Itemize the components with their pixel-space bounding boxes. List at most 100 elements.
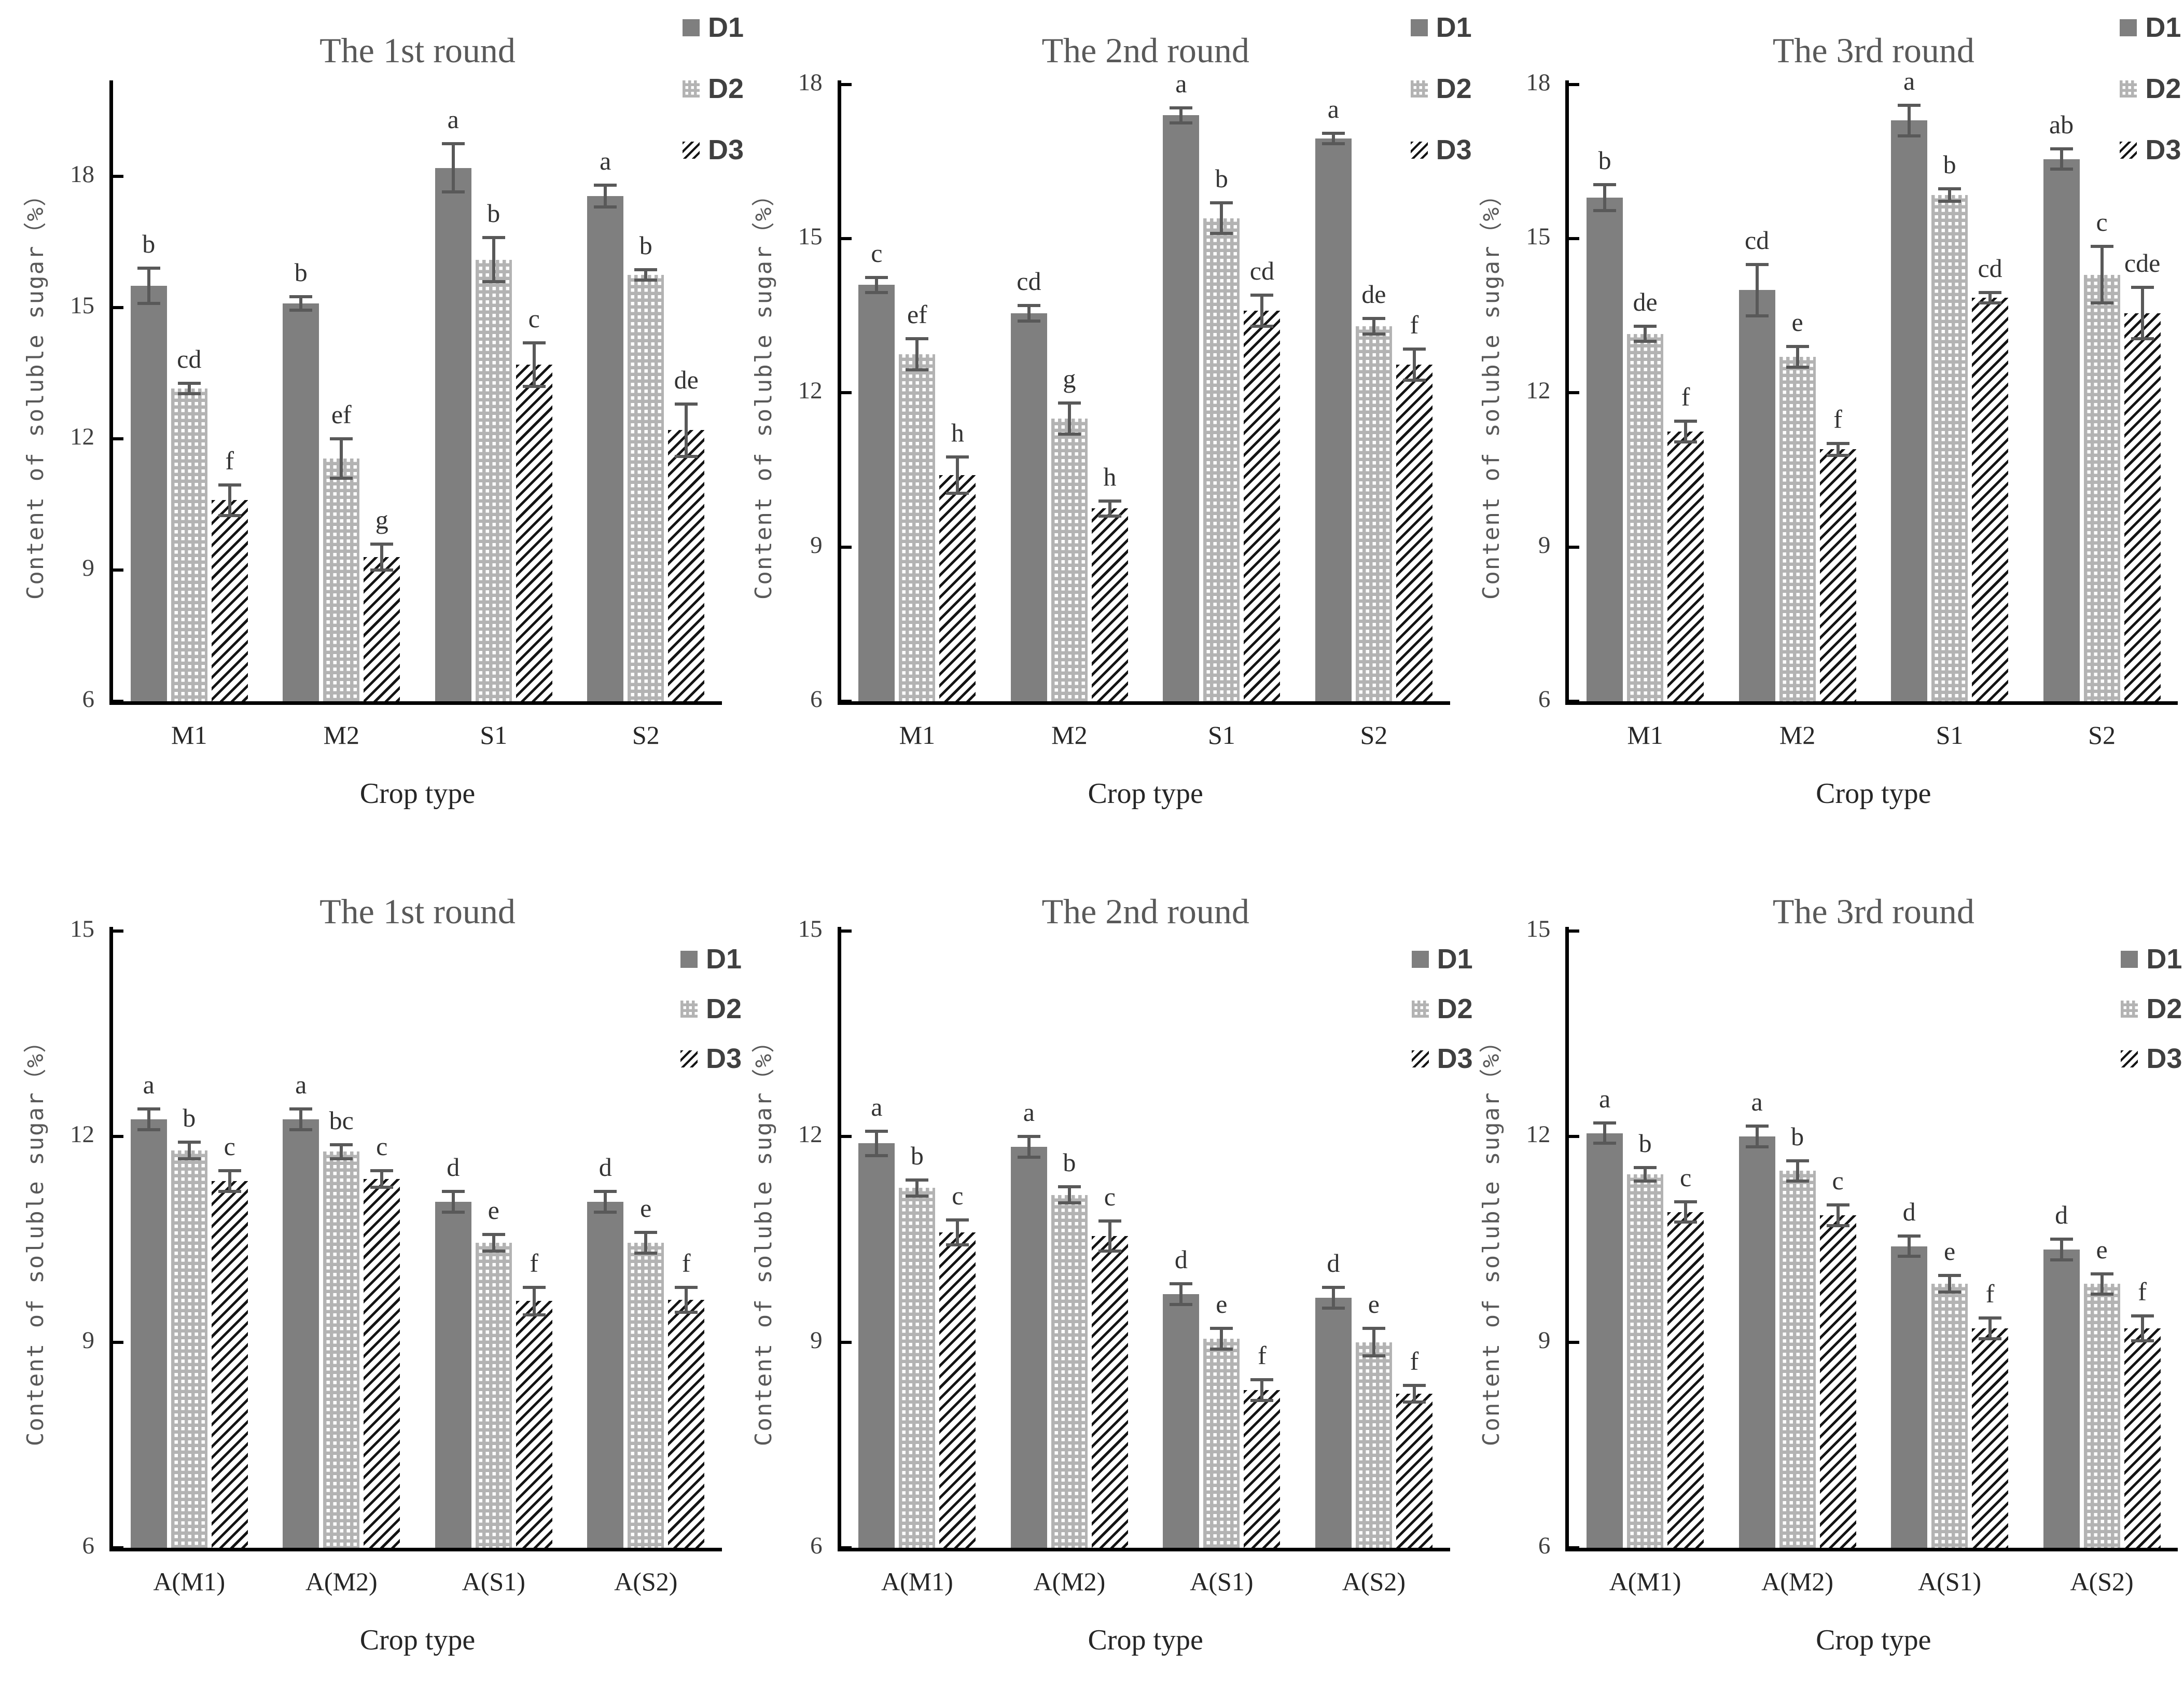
y-axis-label: Content of soluble sugar（%） [750, 182, 777, 600]
sig-letter: d [599, 1152, 612, 1182]
sig-letter: c [528, 303, 540, 333]
sig-letter: ab [2049, 109, 2074, 139]
sig-letter: a [600, 146, 611, 176]
bar-d2 [1779, 1171, 1816, 1548]
error-bar-line [1603, 1122, 1607, 1144]
sig-letter: f [1985, 1279, 1995, 1309]
legend-swatch-d3 [683, 141, 700, 159]
y-tick [113, 1135, 123, 1139]
error-bar-line [340, 439, 343, 479]
error-bar-cap-top [482, 1233, 505, 1237]
bar-d3 [2124, 1328, 2161, 1548]
error-bar-cap-top [1979, 291, 2002, 295]
x-category-label: A(M2) [1033, 1567, 1106, 1596]
x-axis-label: Crop type [359, 1624, 476, 1656]
error-bar-cap-top [1362, 316, 1385, 320]
bar-d3 [516, 1301, 552, 1548]
x-category-label: A(S2) [614, 1567, 678, 1596]
sig-letter: d [1174, 1245, 1188, 1274]
y-tick [841, 391, 852, 395]
legend-label: D2 [2146, 993, 2182, 1024]
error-bar-cap-bottom [1210, 232, 1233, 235]
error-bar-line [956, 1220, 959, 1245]
legend-swatch-d1 [1410, 19, 1428, 36]
error-bar-line [1755, 264, 1759, 316]
bar-d1 [130, 286, 167, 701]
x-category-label: S2 [632, 720, 660, 750]
legend-label: D1 [708, 12, 744, 43]
error-bar-cap-top [1745, 1125, 1769, 1128]
error-bar-line [1603, 185, 1607, 211]
bar-d2 [475, 1243, 512, 1548]
legend-item: D2 [683, 73, 744, 105]
error-bar-line [1260, 1380, 1264, 1400]
bar-d3 [1819, 449, 1856, 701]
error-bar-line [1067, 1186, 1071, 1203]
x-category-label: M1 [899, 720, 936, 750]
error-bar-line [644, 270, 648, 281]
sig-letter: a [447, 105, 459, 134]
bar-d2 [1931, 195, 1968, 701]
error-bar-cap-bottom [1017, 1155, 1040, 1159]
x-category-label: A(S2) [2070, 1567, 2134, 1596]
x-category-label: M1 [1627, 720, 1663, 750]
sig-letter: a [1598, 1084, 1611, 1113]
bar-d1 [435, 168, 471, 701]
y-tick-label: 9 [810, 1326, 823, 1354]
error-bar-cap-top [865, 1129, 888, 1133]
error-bar-cap-top [482, 236, 505, 240]
error-bar-cap-bottom [2131, 1339, 2154, 1342]
sig-letter: e [1216, 1289, 1228, 1319]
error-bar-cap-top [289, 1107, 313, 1111]
error-bar-cap-top [1250, 294, 1274, 297]
y-tick [113, 1546, 123, 1549]
error-bar-cap-bottom [1938, 1290, 1962, 1294]
sig-letter: g [375, 505, 388, 534]
error-bar-cap-top [1210, 1327, 1233, 1330]
y-tick-label: 18 [1526, 68, 1551, 96]
error-bar-cap-top [906, 337, 929, 341]
sig-letter: b [1215, 163, 1228, 193]
legend: D1 D2 D3 [2121, 943, 2182, 1075]
error-bar-cap-top [1826, 1203, 1849, 1207]
chart-title: The 2nd round [1041, 31, 1249, 70]
y-tick-label: 6 [1538, 686, 1551, 713]
y-tick-label: 9 [82, 1326, 95, 1354]
y-axis-line [109, 927, 113, 1551]
error-bar-cap-bottom [1362, 332, 1385, 336]
sig-letter: f [530, 1248, 539, 1278]
y-axis-label: Content of soluble sugar（%） [22, 182, 49, 600]
legend-label: D2 [1436, 73, 1472, 104]
y-tick [841, 1135, 852, 1139]
chart-title: The 3rd round [1772, 31, 1974, 70]
error-bar-cap-bottom [1593, 1142, 1617, 1145]
y-tick [841, 1340, 852, 1344]
x-category-label: A(M2) [305, 1567, 378, 1596]
sig-letter: e [488, 1196, 499, 1225]
legend-swatch-d3 [2120, 141, 2137, 159]
error-bar-line [604, 185, 607, 207]
sig-letter: b [183, 1103, 196, 1132]
y-tick-label: 15 [70, 915, 94, 942]
error-bar-line [1179, 1284, 1183, 1305]
sig-letter: c [1679, 1162, 1692, 1192]
bar-d3 [1972, 298, 2009, 701]
y-tick-label: 6 [810, 1532, 823, 1559]
legend-swatch-d1 [683, 19, 700, 36]
legend-swatch-d2 [2120, 80, 2137, 98]
y-tick [113, 306, 123, 310]
legend-item: D3 [2121, 1043, 2182, 1075]
legend-label: D2 [2145, 73, 2181, 104]
error-bar-cap-bottom [1058, 1201, 1081, 1205]
legend-label: D1 [2145, 12, 2181, 43]
y-tick-label: 12 [798, 377, 823, 405]
error-bar-line [147, 268, 150, 303]
bar-d1 [1010, 313, 1047, 701]
chart-panel-5: The 2nd round 6 9 12 15 Content of soluble su… [728, 846, 1473, 1693]
error-bar-cap-bottom [2131, 337, 2154, 341]
sig-letter: d [447, 1152, 460, 1182]
error-bar-cap-bottom [2090, 301, 2113, 305]
bar-d3 [1091, 508, 1128, 701]
sig-letter: b [1638, 1128, 1652, 1158]
error-bar-cap-bottom [370, 568, 394, 572]
